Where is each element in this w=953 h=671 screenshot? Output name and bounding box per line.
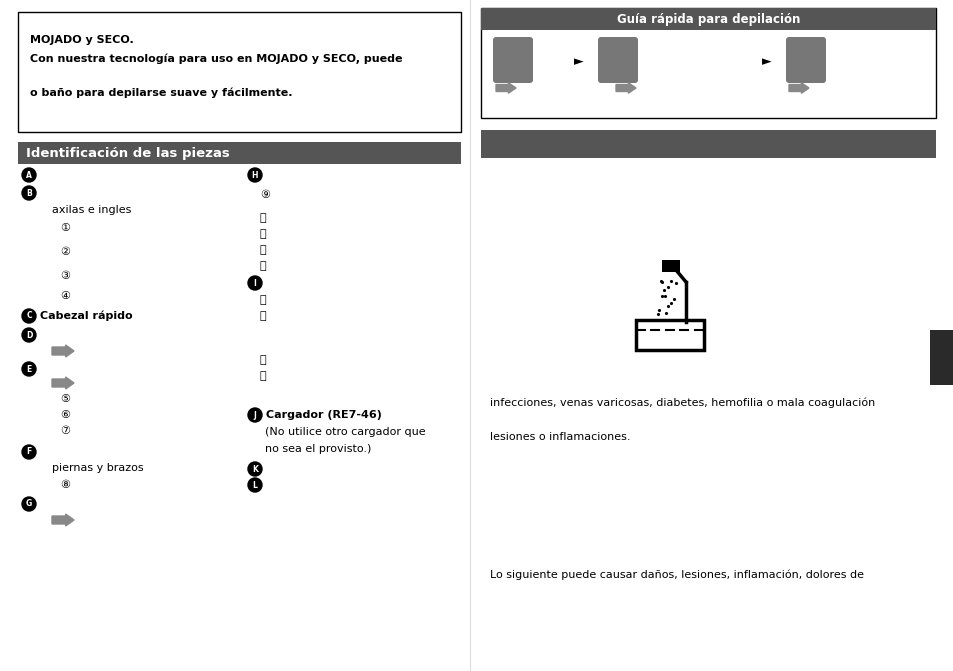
- Text: ⑱: ⑱: [260, 371, 266, 381]
- Text: ⑦: ⑦: [60, 426, 70, 436]
- Circle shape: [22, 445, 36, 459]
- Text: o baño para depilarse suave y fácilmente.: o baño para depilarse suave y fácilmente…: [30, 88, 293, 99]
- Text: ⑥: ⑥: [60, 410, 70, 420]
- FancyArrow shape: [496, 83, 516, 93]
- Text: A: A: [26, 170, 31, 180]
- Text: (No utilice otro cargador que: (No utilice otro cargador que: [265, 427, 425, 437]
- Text: E: E: [27, 364, 31, 374]
- Text: J: J: [253, 411, 256, 419]
- FancyBboxPatch shape: [598, 37, 638, 83]
- Text: no sea el provisto.): no sea el provisto.): [265, 444, 371, 454]
- Text: ⑫: ⑫: [260, 229, 266, 239]
- Text: L: L: [253, 480, 257, 490]
- Text: B: B: [26, 189, 31, 197]
- Circle shape: [248, 478, 262, 492]
- Circle shape: [22, 362, 36, 376]
- Circle shape: [248, 462, 262, 476]
- Text: ①: ①: [60, 223, 70, 233]
- Text: C: C: [26, 311, 31, 321]
- Text: G: G: [26, 499, 32, 509]
- Text: Cargador (RE7-46): Cargador (RE7-46): [266, 410, 381, 420]
- Text: piernas y brazos: piernas y brazos: [52, 463, 144, 473]
- Bar: [480, 8, 935, 118]
- FancyArrow shape: [788, 83, 808, 93]
- FancyArrow shape: [52, 377, 74, 389]
- Text: ⑰: ⑰: [260, 355, 266, 365]
- FancyArrow shape: [52, 345, 74, 357]
- Text: lesiones o inflamaciones.: lesiones o inflamaciones.: [490, 432, 630, 442]
- Bar: [480, 8, 935, 30]
- Text: ⑨: ⑨: [260, 190, 270, 200]
- Text: Cabezal rápido: Cabezal rápido: [40, 311, 132, 321]
- FancyBboxPatch shape: [493, 37, 533, 83]
- Text: F: F: [27, 448, 31, 456]
- Text: ④: ④: [60, 291, 70, 301]
- Circle shape: [248, 276, 262, 290]
- Text: ②: ②: [60, 247, 70, 257]
- Bar: [18, 142, 460, 164]
- Text: Identificación de las piezas: Identificación de las piezas: [26, 146, 230, 160]
- Text: ⑮: ⑮: [260, 295, 266, 305]
- Text: ⑭: ⑭: [260, 261, 266, 271]
- Text: Lo siguiente puede causar daños, lesiones, inflamación, dolores de: Lo siguiente puede causar daños, lesione…: [490, 570, 863, 580]
- Circle shape: [248, 408, 262, 422]
- Circle shape: [22, 497, 36, 511]
- Circle shape: [248, 168, 262, 182]
- Bar: [929, 330, 953, 385]
- Text: Guía rápida para depilación: Guía rápida para depilación: [617, 13, 800, 25]
- Text: ⑬: ⑬: [260, 245, 266, 255]
- Text: H: H: [252, 170, 258, 180]
- Text: axilas e ingles: axilas e ingles: [52, 205, 132, 215]
- Text: Con nuestra tecnología para uso en MOJADO y SECO, puede: Con nuestra tecnología para uso en MOJAD…: [30, 53, 402, 64]
- Text: ⑧: ⑧: [60, 480, 70, 490]
- FancyArrow shape: [52, 514, 74, 526]
- FancyArrow shape: [616, 83, 636, 93]
- Circle shape: [22, 309, 36, 323]
- Text: ③: ③: [60, 271, 70, 281]
- Bar: [480, 130, 935, 158]
- Bar: [18, 12, 460, 132]
- Text: ⑤: ⑤: [60, 394, 70, 404]
- Text: ⑯: ⑯: [260, 311, 266, 321]
- Text: ⑪: ⑪: [260, 213, 266, 223]
- Text: I: I: [253, 278, 256, 287]
- Text: ►: ►: [574, 56, 583, 68]
- FancyBboxPatch shape: [785, 37, 825, 83]
- Circle shape: [22, 328, 36, 342]
- Circle shape: [22, 186, 36, 200]
- Text: infecciones, venas varicosas, diabetes, hemofilia o mala coagulación: infecciones, venas varicosas, diabetes, …: [490, 398, 874, 409]
- Bar: [661, 260, 679, 272]
- Circle shape: [22, 168, 36, 182]
- Text: ►: ►: [761, 56, 771, 68]
- Text: D: D: [26, 331, 32, 340]
- Text: MOJADO y SECO.: MOJADO y SECO.: [30, 35, 133, 45]
- Bar: [636, 320, 703, 350]
- Text: K: K: [252, 464, 257, 474]
